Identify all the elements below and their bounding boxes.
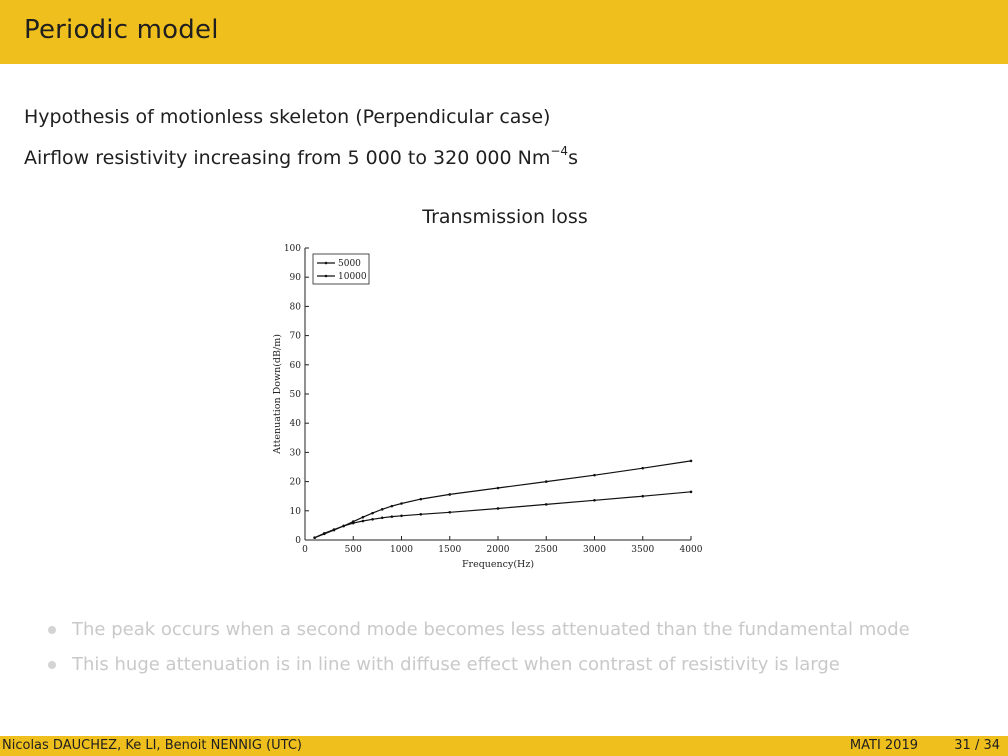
intro-line-2-exponent: −4: [550, 144, 569, 158]
legend-label: 10000: [338, 272, 367, 282]
data-point: [390, 515, 394, 518]
y-tick-label: 0: [295, 536, 301, 546]
footer-authors: Nicolas DAUCHEZ, Ke LI, Benoit NENNIG (U…: [2, 738, 302, 753]
y-axis-label: Attenuation Down(dB/m): [272, 334, 283, 455]
data-point: [332, 528, 336, 532]
series-line-5000: [314, 491, 692, 539]
slide-title: Periodic model: [24, 15, 219, 45]
x-tick-label: 1000: [390, 545, 413, 555]
data-point: [641, 466, 645, 470]
bullet-dot-icon: [48, 661, 56, 669]
data-point: [593, 498, 596, 502]
legend-marker: [324, 261, 328, 265]
series-line-10000: [314, 460, 692, 539]
slide-header: Periodic model: [0, 0, 1008, 64]
data-point: [323, 532, 326, 536]
legend-label: 5000: [338, 259, 361, 269]
y-tick-label: 20: [290, 478, 302, 488]
chart-title: Transmission loss: [422, 206, 588, 228]
legend-box: [312, 253, 370, 285]
data-point: [448, 493, 452, 496]
bullet-text: The peak occurs when a second mode becom…: [72, 619, 910, 640]
y-tick-label: 40: [290, 419, 302, 429]
legend-marker: [324, 274, 328, 278]
data-point: [342, 524, 345, 528]
x-tick-label: 4000: [680, 545, 703, 555]
y-tick-label: 90: [290, 273, 302, 283]
bullet-text: This huge attenuation is in line with di…: [72, 654, 840, 675]
bullet-item: This huge attenuation is in line with di…: [48, 651, 910, 686]
data-point: [419, 497, 423, 501]
data-point: [419, 513, 423, 516]
y-tick-label: 70: [290, 332, 302, 342]
data-point: [400, 514, 403, 518]
data-point: [371, 511, 374, 515]
intro-line-2: Airflow resistivity increasing from 5 00…: [24, 134, 578, 175]
intro-line-2-suffix: s: [568, 147, 578, 169]
data-point: [689, 459, 693, 463]
data-point: [313, 536, 316, 539]
slide-footer: Nicolas DAUCHEZ, Ke LI, Benoit NENNIG (U…: [0, 736, 1008, 756]
x-tick-label: 2000: [487, 545, 510, 555]
x-tick-label: 3000: [583, 545, 606, 555]
intro-line-2-prefix: Airflow resistivity increasing from 5 00…: [24, 147, 551, 169]
footer-conference: MATI 2019: [849, 738, 918, 753]
data-point: [448, 510, 452, 514]
data-point: [496, 507, 500, 510]
y-tick-label: 50: [290, 390, 302, 400]
bullet-item: The peak occurs when a second mode becom…: [48, 616, 910, 651]
data-point: [593, 473, 596, 477]
data-point: [380, 516, 384, 520]
data-point: [361, 519, 365, 523]
data-point: [641, 494, 645, 498]
data-point: [400, 502, 403, 505]
data-point: [361, 515, 365, 519]
bullet-dot-icon: [48, 626, 56, 634]
data-point: [544, 480, 548, 483]
x-axis-label: Frequency(Hz): [462, 559, 534, 570]
y-tick-label: 80: [290, 302, 302, 312]
x-tick-label: 500: [345, 545, 362, 555]
y-tick-label: 60: [290, 361, 302, 371]
x-tick-label: 0: [302, 545, 308, 555]
y-tick-label: 10: [290, 507, 302, 517]
transmission-loss-chart: 0 500 1000 1500 2000 2500 3000 3500 4000 0 10 20 30 4…: [272, 244, 703, 570]
intro-text: Hypothesis of motionless skeleton (Perpe…: [24, 100, 578, 175]
data-point: [496, 486, 500, 490]
y-tick-label: 30: [290, 448, 302, 458]
data-point: [689, 490, 693, 494]
x-tick-label: 1500: [438, 545, 461, 555]
bullet-list: The peak occurs when a second mode becom…: [48, 616, 910, 686]
x-tick-label: 2500: [535, 545, 558, 555]
intro-line-1: Hypothesis of motionless skeleton (Perpe…: [24, 106, 551, 128]
data-point: [371, 517, 374, 521]
data-point: [390, 504, 394, 508]
x-tick-label: 3500: [631, 545, 654, 555]
data-point: [380, 508, 384, 511]
footer-page-number: 31 / 34: [954, 738, 1000, 753]
y-tick-label: 100: [284, 244, 301, 254]
data-point: [351, 520, 355, 523]
data-point: [544, 503, 548, 506]
